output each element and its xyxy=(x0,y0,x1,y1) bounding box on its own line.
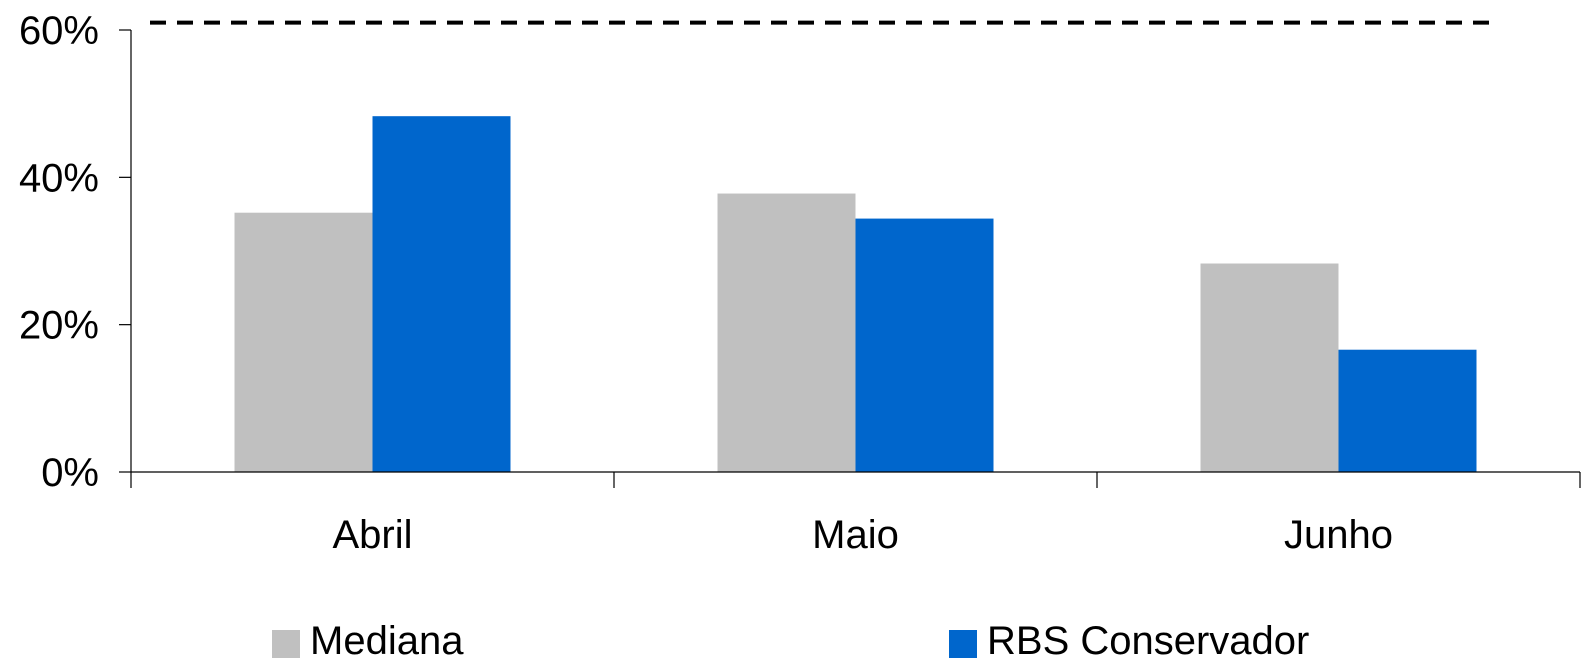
bars-layer xyxy=(234,116,1477,473)
y-tick-label: 0% xyxy=(41,451,99,495)
bar-rbs-conservador-junho xyxy=(1338,349,1477,472)
x-tick-label: Maio xyxy=(812,513,899,557)
legend-swatch xyxy=(949,630,977,658)
legend-item: RBS Conservador xyxy=(949,619,1309,663)
bar-mediana-junho xyxy=(1200,263,1339,472)
legend: Mediana RBS Conservador xyxy=(272,619,1309,663)
bar-mediana-abril xyxy=(234,212,373,472)
x-tick-label: Abril xyxy=(332,513,412,557)
legend-item: Mediana xyxy=(272,619,464,663)
legend-swatch xyxy=(272,630,300,658)
bar-rbs-conservador-maio xyxy=(855,218,994,472)
axes-layer: Abril Maio Junho 0% 20% 40% 60% xyxy=(19,9,1581,557)
y-tick-label: 60% xyxy=(19,9,99,53)
bar-mediana-maio xyxy=(717,193,856,473)
x-tick-label: Junho xyxy=(1284,513,1393,557)
legend-label: RBS Conservador xyxy=(987,619,1309,663)
y-tick-label: 40% xyxy=(19,156,99,200)
bar-rbs-conservador-abril xyxy=(372,116,511,472)
legend-label: Mediana xyxy=(310,619,464,663)
y-tick-label: 20% xyxy=(19,304,99,348)
